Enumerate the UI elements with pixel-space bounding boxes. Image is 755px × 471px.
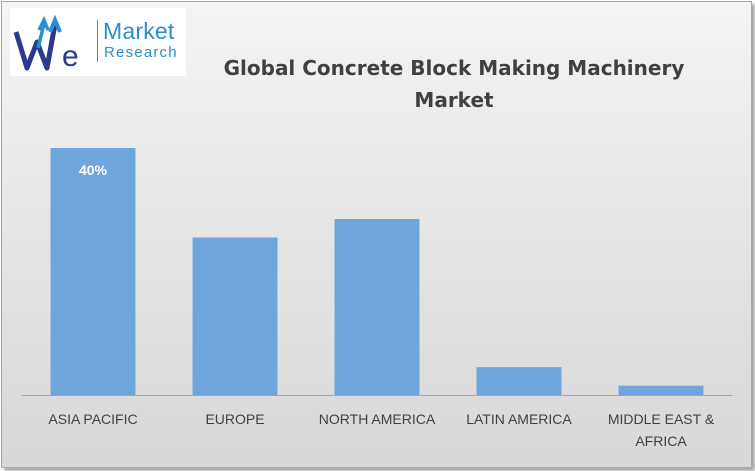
x-tick-label-line: MIDDLE EAST & xyxy=(608,411,715,427)
bar-3 xyxy=(476,367,562,395)
bar-2 xyxy=(334,219,420,395)
logo-divider xyxy=(97,20,98,62)
svg-text:e: e xyxy=(62,40,79,73)
bar-4 xyxy=(618,385,704,395)
x-tick-label-line: LATIN AMERICA xyxy=(466,411,572,427)
data-labels-group: 40% xyxy=(79,162,108,178)
data-label-0: 40% xyxy=(79,162,108,178)
x-tick-label-line: AFRICA xyxy=(635,433,687,449)
x-tick-label-4: MIDDLE EAST & AFRICA xyxy=(608,411,715,449)
logo-text-research: Research xyxy=(104,44,178,61)
logo-we-mark: e xyxy=(13,14,79,73)
x-tick-label-line: NORTH AMERICA xyxy=(319,411,436,427)
x-tick-label-0: ASIA PACIFIC xyxy=(48,411,137,427)
x-tick-label-3: LATIN AMERICA xyxy=(466,411,572,427)
x-tick-label-2: NORTH AMERICA xyxy=(319,411,436,427)
company-logo: e Market Research xyxy=(10,8,186,76)
x-tick-label-line: ASIA PACIFIC xyxy=(48,411,137,427)
bar-chart: 40% ASIA PACIFIC EUROPE NORTH AMERICA LATIN… xyxy=(22,148,732,449)
bar-0 xyxy=(50,148,136,395)
x-tick-labels-group: ASIA PACIFIC EUROPE NORTH AMERICA LATIN AME… xyxy=(48,411,714,449)
bar-1 xyxy=(192,237,278,395)
x-tick-label-line: EUROPE xyxy=(205,411,264,427)
chart-title: Global Concrete Block Making Machinery M… xyxy=(223,56,685,112)
bars-group xyxy=(50,148,704,395)
x-tick-label-1: EUROPE xyxy=(205,411,264,427)
logo-text-market: Market xyxy=(103,18,175,44)
